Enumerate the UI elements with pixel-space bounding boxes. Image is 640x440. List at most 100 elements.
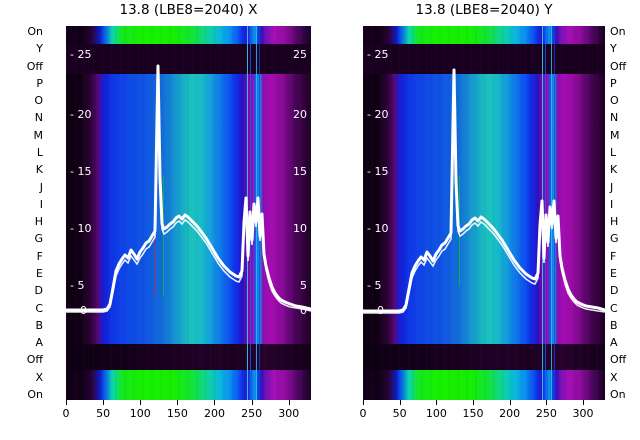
category-label-right-4: O: [610, 94, 619, 108]
x-tick-label-left-50: 50: [96, 407, 111, 420]
y-tick-right-20: 20: [293, 108, 307, 121]
x-tick-right-300: [583, 400, 584, 405]
x-tick-left-50: [103, 400, 105, 405]
y-tick-left-0: 0: [377, 304, 384, 317]
y-tick-left-20: - 20: [367, 108, 389, 121]
spectral-line: [545, 26, 546, 400]
category-label-left-9: J: [39, 180, 43, 194]
category-label-right-14: E: [610, 266, 617, 280]
x-axis-right: 0 50 100 150 200 250 300: [359, 400, 605, 438]
plot-area-y[interactable]: - 25 - 20 - 15 - 10 - 5 0: [363, 26, 605, 400]
y-tick-right-25: 25: [293, 48, 307, 61]
x-axis-left: 0 50 100 150 200 250 300: [62, 400, 311, 438]
x-tick-right-100: [436, 400, 438, 405]
category-label-right-11: H: [610, 215, 619, 229]
x-tick-left-0: [66, 400, 67, 405]
x-tick-label-right-150: 150: [462, 407, 484, 420]
y-tick-left-25: - 25: [70, 48, 92, 61]
category-label-right-19: Off: [610, 353, 627, 367]
category-label-right-18: A: [610, 336, 618, 350]
y-tick-right-5: 5: [300, 279, 307, 292]
category-label-right-5: N: [610, 111, 619, 125]
x-tick-label-right-50: 50: [392, 407, 407, 420]
x-tick-right-200: [509, 400, 511, 405]
y-tick-left-0: 0: [80, 304, 87, 317]
x-tick-label-right-0: 0: [359, 407, 367, 420]
x-tick-label-left-250: 250: [241, 407, 263, 420]
category-label-left-15: D: [34, 284, 43, 298]
category-label-left-18: A: [35, 336, 43, 350]
category-label-left-21: On: [27, 387, 43, 401]
category-label-left-8: K: [35, 163, 43, 177]
category-label-left-0: On: [27, 25, 43, 38]
spectral-line: [154, 226, 155, 296]
y-tick-left-10: - 10: [367, 222, 389, 235]
overlay-curve-y: [363, 68, 605, 314]
x-tick-label-left-200: 200: [203, 407, 225, 420]
x-tick-left-200: [214, 400, 216, 405]
x-tick-label-left-0: 0: [62, 407, 70, 420]
category-label-right-3: P: [610, 76, 617, 90]
panel-title-x: 13.8 (LBE8=2040) X: [119, 2, 258, 18]
category-label-left-19: Off: [26, 353, 43, 367]
category-label-right-7: L: [610, 145, 617, 159]
category-label-left-6: M: [33, 128, 44, 142]
y-tick-right-15: 15: [293, 165, 307, 178]
x-tick-label-right-200: 200: [499, 407, 521, 420]
category-label-left-20: X: [35, 370, 43, 384]
x-tick-label-right-100: 100: [425, 407, 447, 420]
category-label-right-13: F: [610, 249, 617, 263]
spectral-line: [163, 176, 164, 296]
x-tick-label-right-300: 300: [572, 407, 594, 420]
category-label-right-12: G: [610, 232, 619, 246]
y-tick-left-20: - 20: [70, 108, 92, 121]
x-tick-label-left-150: 150: [166, 407, 188, 420]
y-tick-left-5: - 5: [367, 279, 382, 292]
y-tick-left-10: - 10: [70, 222, 92, 235]
x-tick-left-250: [251, 400, 253, 405]
category-label-right-1: Y: [610, 42, 617, 56]
x-tick-right-250: [546, 400, 548, 405]
y-tick-left-25: - 25: [367, 48, 389, 61]
overlay-curve-x: [66, 64, 311, 313]
category-label-right-6: M: [610, 128, 620, 142]
category-label-right-9: J: [610, 180, 614, 194]
category-axis-right: On Y Off P O N M L K J I H G F E D C B A Off X On: [606, 26, 640, 400]
category-axis-left: On Y Off P O N M L K J I H G F E D C B A Off X On: [12, 26, 46, 400]
category-label-left-7: L: [36, 145, 43, 159]
y-tick-right-10: 10: [293, 222, 307, 235]
x-tick-left-150: [177, 400, 179, 405]
category-label-left-12: G: [34, 232, 43, 246]
category-label-left-4: O: [34, 94, 43, 108]
category-label-right-0: On: [610, 25, 626, 38]
x-tick-label-left-300: 300: [278, 407, 300, 420]
x-tick-label-left-100: 100: [129, 407, 151, 420]
category-label-left-1: Y: [36, 42, 43, 56]
y-tick-right-0: 0: [300, 304, 307, 317]
category-label-right-8: K: [610, 163, 618, 177]
plot-area-x[interactable]: - 25 - 20 - 15 - 10 - 5 0 25 20 15 10 5 …: [66, 26, 311, 400]
x-tick-right-50: [399, 400, 401, 405]
category-label-left-10: I: [39, 197, 43, 211]
category-label-right-20: X: [610, 370, 618, 384]
category-label-right-2: Off: [610, 59, 627, 73]
x-tick-left-300: [288, 400, 290, 405]
category-label-right-16: C: [610, 301, 618, 315]
category-label-left-17: B: [35, 318, 43, 332]
category-label-right-21: On: [610, 387, 626, 401]
x-tick-left-100: [140, 400, 142, 405]
y-tick-left-15: - 15: [367, 165, 389, 178]
panel-title-y: 13.8 (LBE8=2040) Y: [415, 2, 553, 18]
category-label-left-3: P: [36, 76, 43, 90]
category-label-right-17: B: [610, 318, 618, 332]
x-tick-right-150: [473, 400, 474, 405]
x-tick-right-0: [363, 400, 364, 405]
category-label-right-15: D: [610, 284, 619, 298]
category-label-left-14: E: [36, 266, 43, 280]
category-label-left-5: N: [34, 111, 43, 125]
category-label-left-11: H: [34, 215, 43, 229]
category-label-right-10: I: [610, 197, 614, 211]
category-label-left-13: F: [36, 249, 43, 263]
category-label-left-16: C: [35, 301, 43, 315]
